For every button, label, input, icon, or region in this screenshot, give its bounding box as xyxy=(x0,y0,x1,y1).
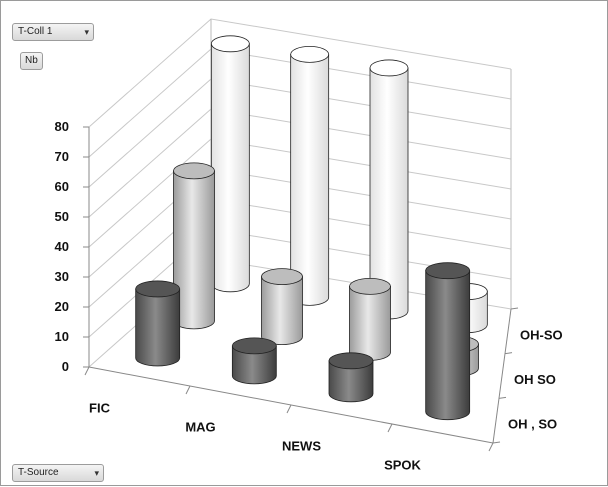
source-filter-label: T-Source xyxy=(18,467,59,478)
depth-axis-series-labels: OH , SO OH SO OH-SO xyxy=(508,327,563,431)
y-tick-label: 60 xyxy=(55,179,69,194)
depth-axis-tick xyxy=(492,441,501,444)
filter-dropdown-icon: ▾ xyxy=(84,27,89,37)
bar-top xyxy=(231,337,277,355)
y-tick-label: 0 xyxy=(62,359,69,374)
bar-oh-so-news xyxy=(369,59,409,320)
bar-oh-so-mag xyxy=(261,268,303,346)
x-axis-tick xyxy=(185,385,191,395)
bar-oh-so-news xyxy=(328,352,374,403)
bar-body xyxy=(261,276,303,346)
series-label: OH-SO xyxy=(520,327,563,342)
bar-top xyxy=(328,352,374,370)
y-tick-label: 10 xyxy=(55,329,69,344)
x-axis-tick xyxy=(387,423,393,433)
depth-axis-line xyxy=(492,308,512,444)
bar-top xyxy=(210,35,250,53)
y-axis-tick-labels: 0 10 20 30 40 50 60 70 80 xyxy=(55,119,89,374)
category-label: NEWS xyxy=(282,439,321,454)
bar-oh-so-spok xyxy=(425,262,471,421)
bar-body xyxy=(425,270,471,421)
y-tick-label: 80 xyxy=(55,119,69,134)
bar-body xyxy=(210,43,250,293)
depth-axis-tick xyxy=(498,396,507,399)
y-tick-label: 30 xyxy=(55,269,69,284)
bar-body xyxy=(290,53,330,306)
bar-oh-so-fic xyxy=(173,162,215,330)
bar-top xyxy=(261,268,303,286)
collection-filter-button[interactable]: T-Coll 1 ▾ xyxy=(12,23,94,41)
bar-top xyxy=(425,262,471,280)
category-label: MAG xyxy=(185,420,215,435)
bar-top xyxy=(173,162,215,180)
depth-axis-tick xyxy=(510,307,519,310)
x-axis-tick xyxy=(488,442,494,452)
bar-body xyxy=(349,285,391,361)
source-filter-button[interactable]: T-Source ▾ xyxy=(12,464,104,482)
value-field-label: Nb xyxy=(25,55,38,66)
bar-body xyxy=(135,288,181,367)
bar-body xyxy=(328,360,374,403)
category-label: SPOK xyxy=(384,458,421,473)
filter-dropdown-icon: ▾ xyxy=(94,468,99,478)
bar-top xyxy=(369,59,409,77)
y-tick-label: 40 xyxy=(55,239,69,254)
collection-filter-label: T-Coll 1 xyxy=(18,26,53,37)
value-field-button[interactable]: Nb xyxy=(20,52,43,70)
bar-top xyxy=(349,277,391,295)
bar-top xyxy=(290,45,330,63)
bar-oh-so-mag xyxy=(290,45,330,306)
bar-oh-so-fic xyxy=(135,280,181,367)
chart-bars xyxy=(135,35,488,421)
bar-body xyxy=(231,345,277,385)
y-tick-label: 70 xyxy=(55,149,69,164)
y-tick-label: 50 xyxy=(55,209,69,224)
bar-oh-so-news xyxy=(349,277,391,361)
bar-oh-so-mag xyxy=(231,337,277,385)
depth-axis-tick xyxy=(504,352,513,355)
series-label: OH , SO xyxy=(508,417,557,432)
y-tick-label: 20 xyxy=(55,299,69,314)
bar-top xyxy=(135,280,181,298)
x-axis-tick xyxy=(84,366,90,376)
series-label: OH SO xyxy=(514,372,556,387)
category-label: FIC xyxy=(89,401,111,416)
x-axis-tick xyxy=(286,404,292,414)
x-axis-category-labels: FIC MAG NEWS SPOK xyxy=(89,401,422,473)
bar-oh-so-fic xyxy=(210,35,250,293)
